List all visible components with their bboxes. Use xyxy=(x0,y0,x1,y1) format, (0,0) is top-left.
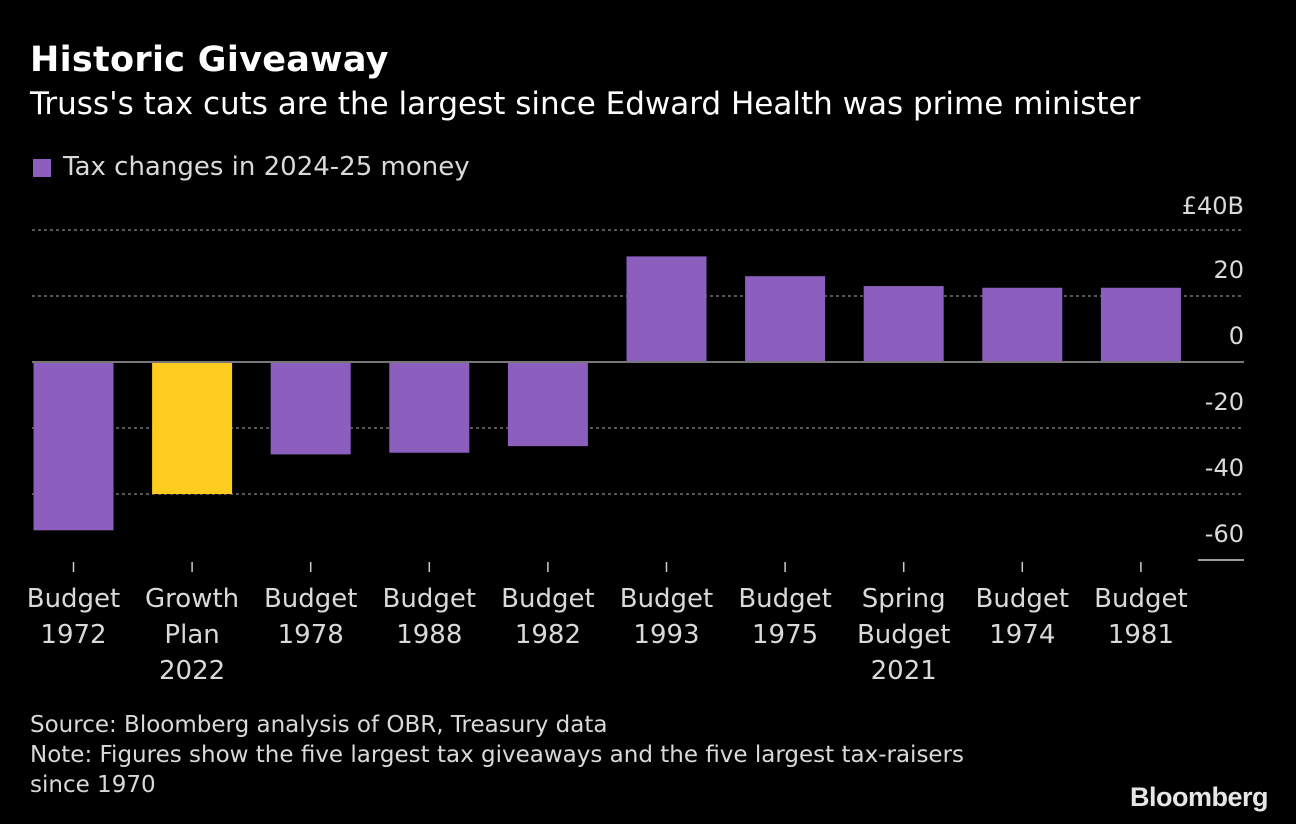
x-tick-label: 1974 xyxy=(989,620,1055,650)
bar-budget-1972 xyxy=(33,362,114,531)
bar-layer xyxy=(33,256,1181,531)
x-tick-label: 1972 xyxy=(40,620,106,650)
x-tick-label: Budget xyxy=(264,584,358,614)
y-tick-label: -60 xyxy=(1205,520,1244,548)
bar-budget-1982 xyxy=(507,362,588,447)
x-tick-label: 1975 xyxy=(752,620,818,650)
x-tick-label: Plan xyxy=(164,620,219,650)
bar-budget-1974 xyxy=(982,287,1063,362)
y-tick-label: £40B xyxy=(1182,192,1244,220)
bar-budget-1993 xyxy=(626,256,707,362)
x-tick-label: Growth xyxy=(145,584,239,614)
legend: Tax changes in 2024-25 money xyxy=(33,152,470,182)
label-layer: £40B 20 0 -20 -40 -60 Budget 1972 Growth Plan 2022… xyxy=(27,192,1244,686)
y-tick-label: -20 xyxy=(1205,388,1244,416)
x-tick-label: Budget xyxy=(27,584,121,614)
y-tick-label: 20 xyxy=(1213,256,1244,284)
x-tick-label: Budget xyxy=(383,584,477,614)
x-tick-label: 2021 xyxy=(871,656,937,686)
note-line-2: since 1970 xyxy=(30,772,156,798)
x-tick-label: Budget xyxy=(620,584,714,614)
x-tick-label: 1988 xyxy=(396,620,462,650)
x-tick-label: 1982 xyxy=(515,620,581,650)
legend-label: Tax changes in 2024-25 money xyxy=(63,152,470,182)
chart-title: Historic Giveaway xyxy=(30,40,389,80)
y-tick-label: -40 xyxy=(1205,454,1244,482)
chart-subtitle: Truss's tax cuts are the largest since E… xyxy=(30,86,1141,122)
bar-chart: £40B 20 0 -20 -40 -60 Budget 1972 Growth Plan 2022… xyxy=(27,192,1244,686)
bar-budget-1978 xyxy=(270,362,351,455)
bar-budget-1975 xyxy=(745,276,826,362)
bar-spring-budget-2021 xyxy=(863,286,944,362)
x-tick-label: Budget xyxy=(1094,584,1188,614)
x-tick-label: Budget xyxy=(501,584,595,614)
x-tick-label: Spring xyxy=(862,584,946,614)
y-tick-label: 0 xyxy=(1229,322,1244,350)
x-tick-label: 1993 xyxy=(633,620,699,650)
axis-layer xyxy=(32,361,1244,572)
x-tick-label: 1981 xyxy=(1108,620,1174,650)
x-tick-label: 2022 xyxy=(159,656,225,686)
bar-budget-1981 xyxy=(1100,287,1181,362)
x-tick-label: Budget xyxy=(976,584,1070,614)
bar-budget-1988 xyxy=(389,362,470,453)
x-tick-label: Budget xyxy=(738,584,832,614)
legend-swatch xyxy=(33,159,51,177)
note-line-1: Note: Figures show the five largest tax … xyxy=(30,742,965,768)
chart-footer: Source: Bloomberg analysis of OBR, Treas… xyxy=(30,710,964,800)
x-tick-label: 1978 xyxy=(278,620,344,650)
source-note: Source: Bloomberg analysis of OBR, Treas… xyxy=(30,712,608,738)
x-tick-label: Budget xyxy=(857,620,951,650)
bar-growth-plan-2022 xyxy=(152,362,233,494)
bloomberg-logo: Bloomberg xyxy=(1129,782,1269,812)
